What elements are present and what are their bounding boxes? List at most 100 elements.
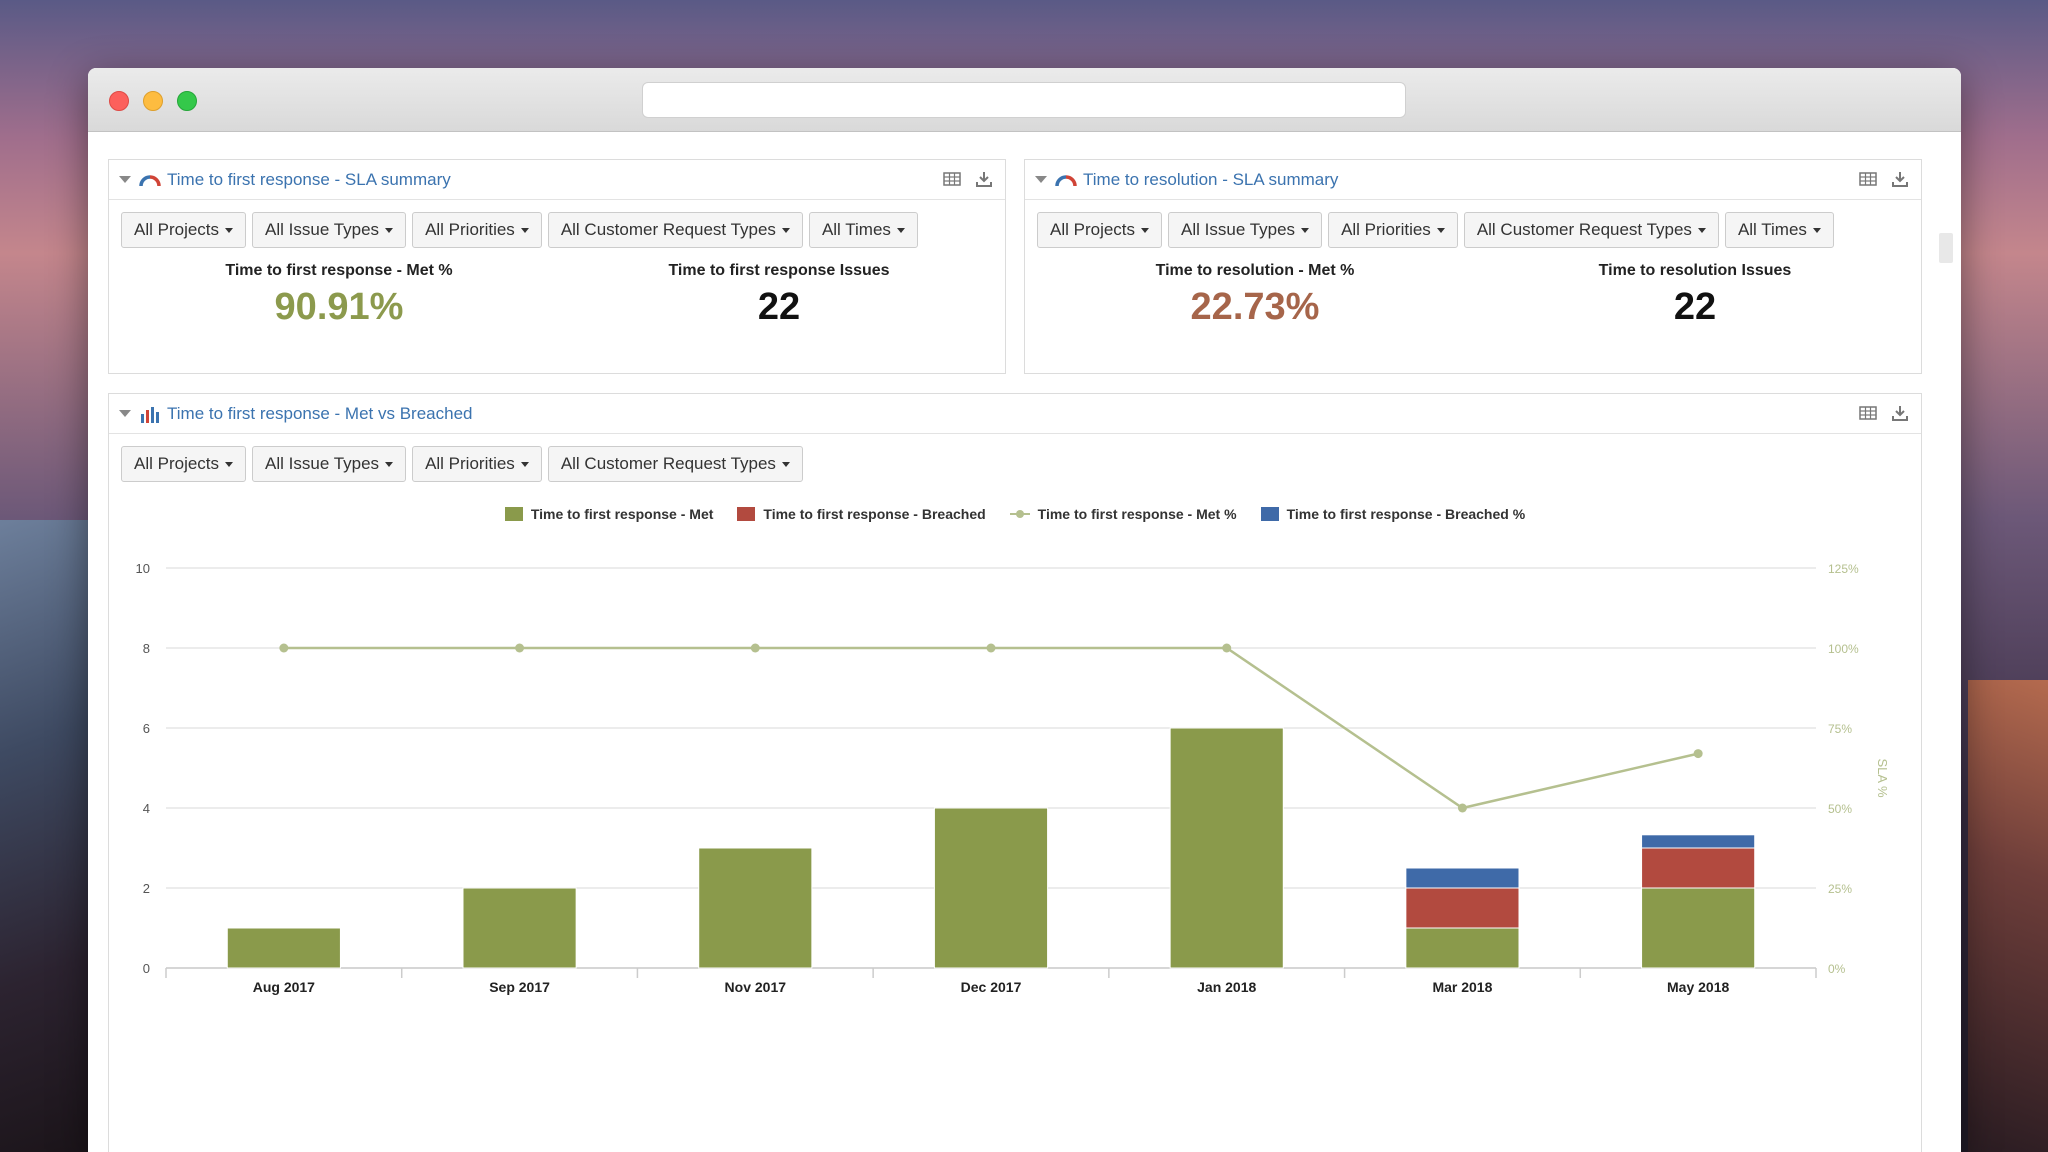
filter-label: All Customer Request Types: [1476, 220, 1692, 239]
caret-down-icon: [1436, 227, 1445, 233]
met-percent-point: [515, 643, 525, 653]
projects-filter[interactable]: All Projects: [121, 212, 247, 248]
caret-down-icon: [225, 227, 234, 233]
close-window-button[interactable]: [109, 91, 129, 111]
met-percent-point: [1693, 749, 1703, 759]
issues-count-value: 22: [1673, 286, 1717, 328]
priorities-filter[interactable]: All Priorities: [412, 446, 542, 482]
table-view-icon[interactable]: [1859, 170, 1877, 188]
bar-breached-percent: [1405, 867, 1520, 889]
y-left-tick-label: 4: [143, 801, 150, 816]
y-right-tick-label: 75%: [1828, 722, 1852, 736]
address-bar[interactable]: [642, 82, 1406, 118]
scrollbar[interactable]: [1939, 233, 1953, 263]
filter-label: All Issue Types: [265, 220, 380, 239]
download-icon[interactable]: [975, 170, 993, 188]
collapse-caret-icon[interactable]: [119, 410, 131, 417]
legend-item-met-percent[interactable]: Time to first response - Met %: [1009, 506, 1237, 522]
issues-count-metric: Time to resolution Issues 22: [1545, 262, 1845, 329]
filter-label: All Projects: [134, 220, 220, 239]
legend-label: Time to first response - Breached %: [1286, 506, 1526, 522]
maximize-window-button[interactable]: [177, 91, 197, 111]
times-filter[interactable]: All Times: [808, 212, 918, 248]
filter-label: All Issue Types: [1181, 220, 1296, 239]
panel-title[interactable]: Time to first response - Met vs Breached: [167, 403, 473, 423]
customer-request-types-filter[interactable]: All Customer Request Types: [547, 212, 803, 248]
download-icon[interactable]: [1891, 170, 1909, 188]
download-icon[interactable]: [1891, 404, 1909, 422]
bar-met: [698, 847, 813, 969]
caret-down-icon: [1301, 227, 1310, 233]
y-left-tick-label: 2: [143, 881, 150, 896]
filter-bar: All Projects All Issue Types All Priorit…: [1025, 200, 1921, 248]
met-percent-point: [750, 643, 760, 653]
met-percent-value: 90.91%: [274, 286, 404, 328]
metric-label: Time to first response Issues: [668, 262, 890, 279]
y-right-tick-label: 125%: [1828, 562, 1859, 576]
times-filter[interactable]: All Times: [1724, 212, 1834, 248]
caret-down-icon: [520, 461, 529, 467]
caret-down-icon: [781, 227, 790, 233]
projects-filter[interactable]: All Projects: [1037, 212, 1163, 248]
caret-down-icon: [781, 461, 790, 467]
table-view-icon[interactable]: [943, 170, 961, 188]
issue-types-filter[interactable]: All Issue Types: [1168, 212, 1323, 248]
y-left-tick-label: 6: [143, 721, 150, 736]
y-right-tick-label: 0%: [1828, 962, 1846, 976]
issues-count-value: 22: [757, 286, 801, 328]
legend-label: Time to first response - Met %: [1037, 506, 1237, 522]
bar-breached: [1641, 847, 1756, 889]
caret-down-icon: [1697, 227, 1706, 233]
y-left-tick-label: 8: [143, 641, 150, 656]
legend-item-met[interactable]: Time to first response - Met: [504, 506, 713, 522]
met-percent-point: [986, 643, 996, 653]
priorities-filter[interactable]: All Priorities: [412, 212, 542, 248]
bar-chart-icon: [141, 406, 159, 423]
issue-types-filter[interactable]: All Issue Types: [252, 212, 407, 248]
legend-swatch: [504, 507, 523, 521]
caret-down-icon: [385, 227, 394, 233]
bar-met: [1405, 927, 1520, 969]
x-tick-label: Dec 2017: [961, 979, 1022, 995]
legend-item-breached[interactable]: Time to first response - Breached: [737, 506, 986, 522]
metric-label: Time to first response - Met %: [225, 262, 453, 279]
projects-filter[interactable]: All Projects: [121, 446, 247, 482]
caret-down-icon: [385, 461, 394, 467]
window-titlebar: [88, 68, 1961, 132]
panel-header: Time to resolution - SLA summary: [1025, 160, 1921, 200]
caret-down-icon: [1812, 227, 1821, 233]
caret-down-icon: [1141, 227, 1150, 233]
filter-label: All Priorities: [425, 220, 515, 239]
resolution-sla-summary-panel: Time to resolution - SLA summary: [1024, 159, 1922, 374]
x-tick-label: Sep 2017: [489, 979, 550, 995]
filter-label: All Projects: [134, 454, 220, 473]
filter-label: All Customer Request Types: [560, 220, 776, 239]
panel-header: Time to first response - SLA summary: [109, 160, 1005, 200]
dashboard-content: Time to first response - SLA summary: [88, 133, 1961, 1152]
chart-legend: Time to first response - Met Time to fir…: [109, 506, 1921, 522]
issues-count-metric: Time to first response Issues 22: [629, 262, 929, 329]
customer-request-types-filter[interactable]: All Customer Request Types: [547, 446, 803, 482]
metric-label: Time to resolution Issues: [1598, 262, 1792, 279]
legend-label: Time to first response - Breached: [763, 506, 986, 522]
filter-label: All Priorities: [1341, 220, 1431, 239]
table-view-icon[interactable]: [1859, 404, 1877, 422]
collapse-caret-icon[interactable]: [119, 176, 131, 183]
metric-label: Time to resolution - Met %: [1155, 262, 1355, 279]
priorities-filter[interactable]: All Priorities: [1328, 212, 1458, 248]
filter-label: All Times: [1737, 220, 1807, 239]
filter-label: All Customer Request Types: [560, 454, 776, 473]
bar-met: [226, 927, 341, 969]
customer-request-types-filter[interactable]: All Customer Request Types: [1463, 212, 1719, 248]
legend-item-breached-percent[interactable]: Time to first response - Breached %: [1260, 506, 1526, 522]
panel-title[interactable]: Time to resolution - SLA summary: [1083, 169, 1339, 189]
minimize-window-button[interactable]: [143, 91, 163, 111]
legend-swatch: [737, 507, 756, 521]
filter-label: All Issue Types: [265, 454, 380, 473]
y-left-tick-label: 10: [136, 561, 150, 576]
y-right-tick-label: 50%: [1828, 802, 1852, 816]
panel-title[interactable]: Time to first response - SLA summary: [167, 169, 451, 189]
collapse-caret-icon[interactable]: [1035, 176, 1047, 183]
issue-types-filter[interactable]: All Issue Types: [252, 446, 407, 482]
